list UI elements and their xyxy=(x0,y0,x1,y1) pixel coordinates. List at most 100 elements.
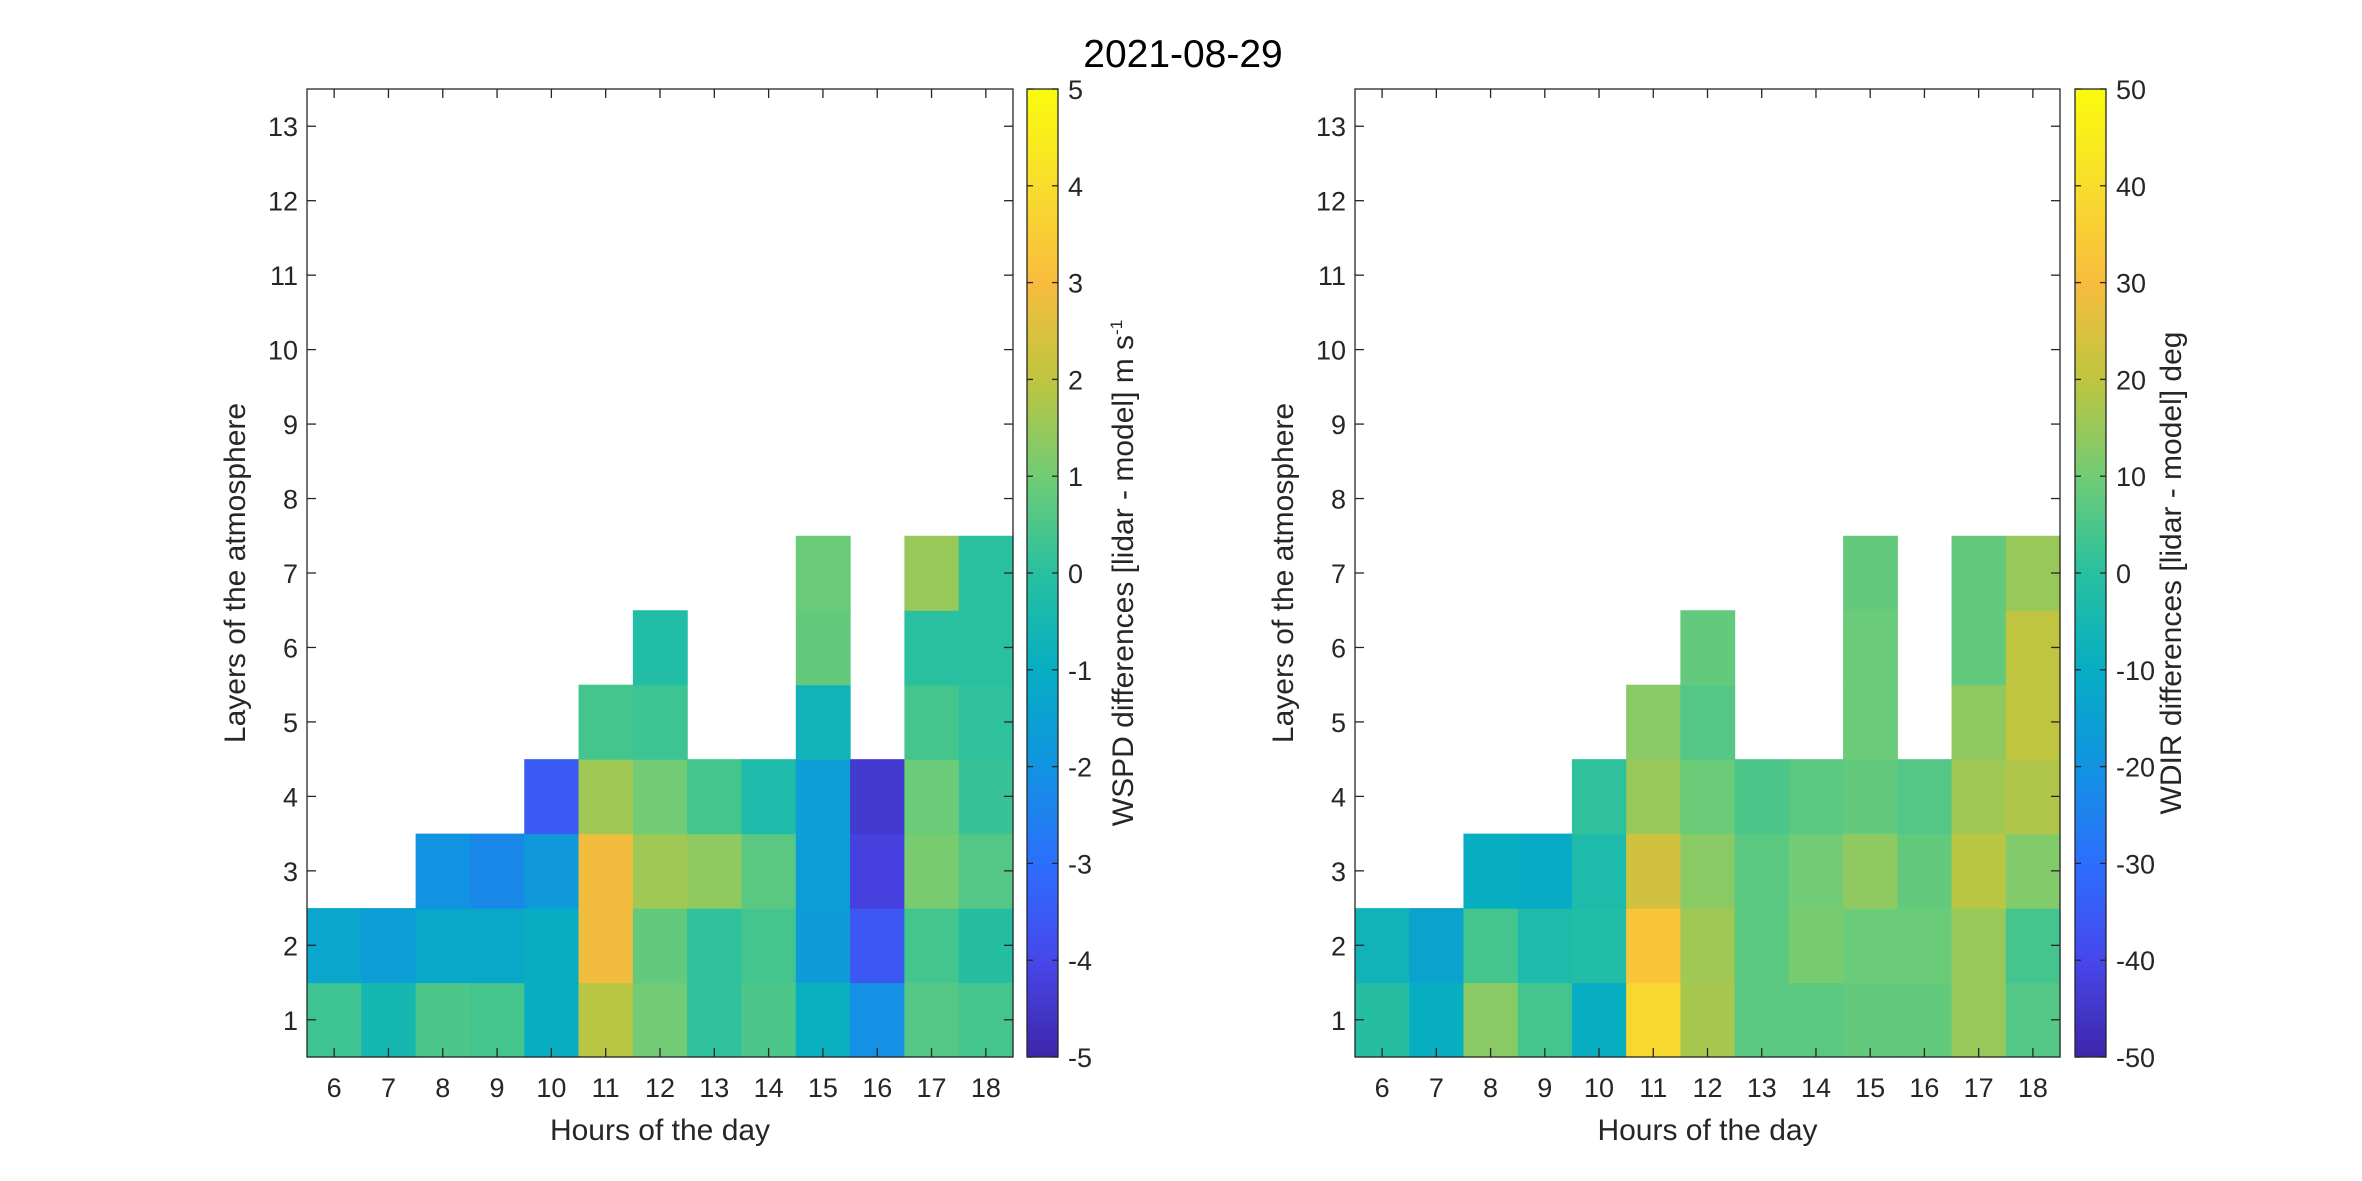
heatmap-cell xyxy=(850,908,905,984)
y-tick-label: 1 xyxy=(1331,1006,1346,1036)
heatmap-cell xyxy=(578,833,634,909)
heatmap-cell xyxy=(1680,982,1736,1058)
heatmap-cell xyxy=(1409,908,1465,984)
heatmap-cell xyxy=(1843,833,1898,909)
heatmap-cell xyxy=(904,535,960,611)
heatmap-cell xyxy=(795,982,851,1058)
heatmap-cell xyxy=(687,759,743,835)
y-tick-label: 7 xyxy=(1331,559,1346,589)
x-tick-label: 6 xyxy=(327,1073,342,1103)
y-tick-label: 8 xyxy=(283,485,298,515)
colorbar-tick-label: 3 xyxy=(1068,269,1083,299)
heatmap-cell xyxy=(1897,833,1953,909)
y-tick-label: 6 xyxy=(283,633,298,663)
heatmap-cell xyxy=(1680,684,1736,760)
heatmap-cell xyxy=(524,759,580,835)
heatmap-cell xyxy=(904,684,960,760)
heatmap-cell xyxy=(632,908,688,984)
heatmap-cell xyxy=(1463,833,1519,909)
heatmap-cell xyxy=(904,759,960,835)
colorbar-label-text: WSPD differences [lidar - model] m s xyxy=(1107,335,1140,826)
heatmap-cell xyxy=(904,833,960,909)
heatmap-cell xyxy=(850,982,905,1058)
colorbar-tick-label: 0 xyxy=(2116,559,2131,589)
heatmap-cell xyxy=(1355,908,1410,984)
heatmap-cell xyxy=(1897,982,1953,1058)
y-tick-label: 10 xyxy=(268,336,298,366)
x-tick-label: 13 xyxy=(1747,1073,1777,1103)
x-tick-label: 14 xyxy=(754,1073,784,1103)
colorbar-label-superscript: -1 xyxy=(1107,320,1126,335)
x-tick-label: 11 xyxy=(1639,1073,1667,1103)
heatmap-cell xyxy=(741,759,797,835)
heatmap-cell xyxy=(1626,684,1681,760)
colorbar-tick-label: 40 xyxy=(2116,172,2146,202)
heatmap-cell xyxy=(307,982,362,1058)
y-tick-label: 8 xyxy=(1331,485,1346,515)
heatmap-cell xyxy=(1626,833,1681,909)
heatmap-cell xyxy=(469,833,525,909)
colorbar-tick-label: -20 xyxy=(2116,753,2155,783)
heatmap-cell xyxy=(632,982,688,1058)
y-tick-label: 2 xyxy=(1331,931,1346,961)
colorbar-tick-label: 20 xyxy=(2116,365,2146,395)
x-tick-label: 10 xyxy=(536,1073,566,1103)
x-tick-label: 16 xyxy=(862,1073,892,1103)
colorbar-tick-label: 5 xyxy=(1068,75,1083,105)
heatmap-cell xyxy=(415,982,471,1058)
x-axis-label: Hours of the day xyxy=(1597,1114,1817,1147)
y-tick-label: 7 xyxy=(283,559,298,589)
heatmap-cell xyxy=(1843,759,1898,835)
heatmap-cell xyxy=(795,908,851,984)
colorbar-tick-label: 2 xyxy=(1068,365,1083,395)
heatmap-cell xyxy=(415,833,471,909)
heatmap-cell xyxy=(524,982,580,1058)
heatmap-cell xyxy=(850,833,905,909)
heatmap-cell xyxy=(1517,982,1573,1058)
heatmap-cell xyxy=(1951,684,2007,760)
heatmap-cell xyxy=(578,684,634,760)
heatmap-cell xyxy=(1355,982,1410,1058)
heatmap-cell xyxy=(904,982,960,1058)
heatmap-cell xyxy=(1843,684,1898,760)
heatmap-cell xyxy=(1788,759,1844,835)
y-tick-label: 11 xyxy=(1318,261,1346,291)
y-axis-label: Layers of the atmosphere xyxy=(1267,403,1300,743)
heatmap-cell xyxy=(307,908,362,984)
y-tick-label: 1 xyxy=(283,1006,298,1036)
heatmap-cell xyxy=(578,908,634,984)
heatmap-cell xyxy=(361,982,417,1058)
heatmap-cell xyxy=(1951,535,2007,611)
heatmap-cell xyxy=(1843,610,1898,686)
heatmap-cell xyxy=(1680,908,1736,984)
colorbar-label: WSPD differences [lidar - model] m s-1 xyxy=(1107,320,1140,826)
heatmap-cell xyxy=(1951,610,2007,686)
colorbar-tick-label: 0 xyxy=(1068,559,1083,589)
heatmap-cell xyxy=(687,908,743,984)
heatmap-cell xyxy=(1897,908,1953,984)
y-tick-label: 13 xyxy=(268,112,298,142)
heatmap-cell xyxy=(795,833,851,909)
colorbar-tick-label: -50 xyxy=(2116,1043,2155,1073)
colorbar-tick-label: -10 xyxy=(2116,656,2155,686)
colorbar-tick-label: -4 xyxy=(1068,946,1092,976)
heatmap-cell xyxy=(795,759,851,835)
heatmap-cell xyxy=(1680,610,1736,686)
x-axis-label: Hours of the day xyxy=(550,1114,770,1147)
y-tick-label: 13 xyxy=(1316,112,1346,142)
x-tick-label: 11 xyxy=(592,1073,620,1103)
y-tick-label: 12 xyxy=(268,187,298,217)
heatmap-cell xyxy=(1788,908,1844,984)
y-tick-label: 11 xyxy=(270,261,298,291)
colorbar-tick-label: -40 xyxy=(2116,946,2155,976)
heatmap-cell xyxy=(1517,833,1573,909)
heatmap-cell xyxy=(1951,833,2007,909)
heatmap-cell xyxy=(795,684,851,760)
colorbar-tick-label: 1 xyxy=(1068,462,1083,492)
y-tick-label: 3 xyxy=(283,857,298,887)
y-tick-label: 2 xyxy=(283,931,298,961)
heatmap-cell xyxy=(524,908,580,984)
colorbar-label: WDIR differences [lidar - model] deg xyxy=(2155,332,2188,815)
heatmap-cell xyxy=(1680,759,1736,835)
